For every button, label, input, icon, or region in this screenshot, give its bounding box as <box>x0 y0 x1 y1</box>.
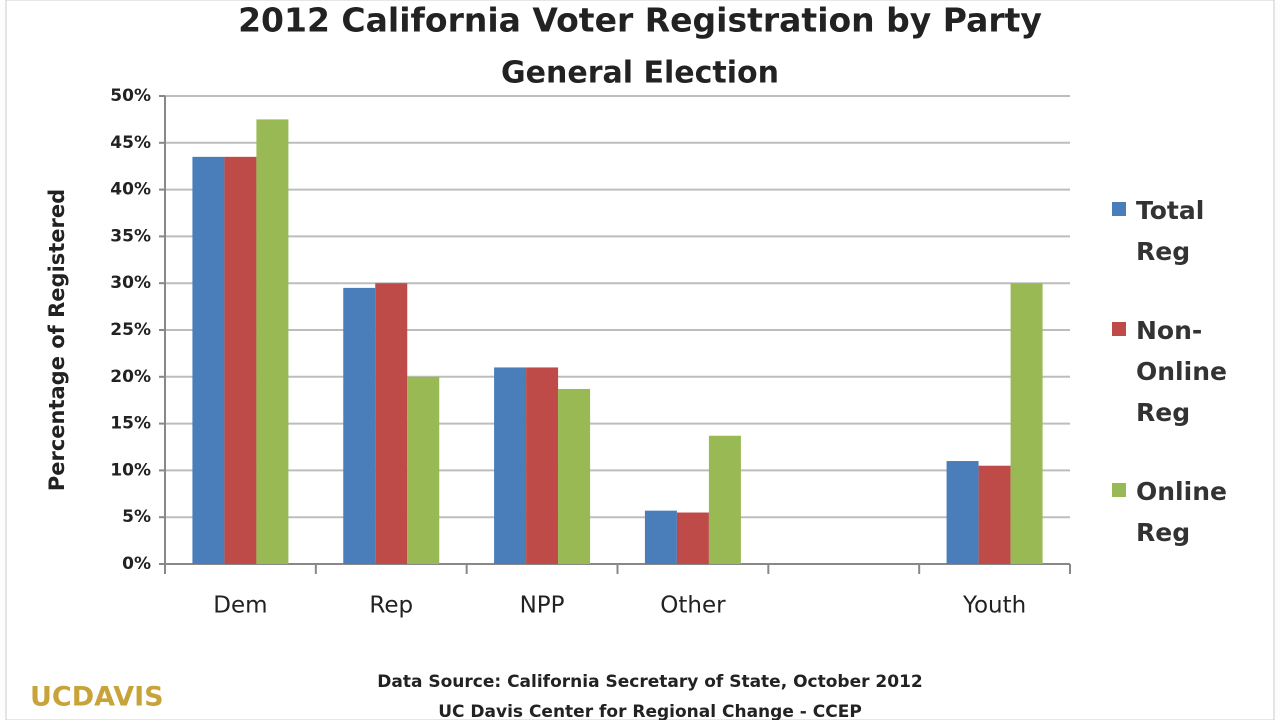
y-tick-label: 25% <box>110 320 151 340</box>
bar <box>558 388 591 564</box>
bar <box>375 283 408 564</box>
y-axis-label: Percentage of Registered <box>45 189 69 491</box>
y-tick-label: 15% <box>110 414 151 434</box>
logo: UCDAVIS <box>30 682 164 713</box>
bar <box>192 156 225 564</box>
bar <box>1010 283 1043 564</box>
bar <box>256 119 289 565</box>
bar <box>343 287 376 564</box>
legend-item: Total Reg <box>1112 190 1262 272</box>
legend-item: Online Reg <box>1112 471 1262 553</box>
legend-label: Online Reg <box>1136 477 1227 547</box>
y-tick-label: 30% <box>110 273 151 293</box>
y-tick-label: 20% <box>110 367 151 387</box>
legend-label: Non-Online Reg <box>1136 316 1227 427</box>
bar <box>644 510 677 564</box>
bar <box>978 465 1011 564</box>
x-tick-label: NPP <box>520 593 565 619</box>
chart-title: 2012 California Voter Registration by Pa… <box>238 1 1042 40</box>
legend-label: Total Reg <box>1136 196 1205 266</box>
bar <box>946 461 979 564</box>
bar <box>224 156 257 564</box>
y-tick-label: 50% <box>110 86 151 106</box>
x-tick-label: Youth <box>962 593 1026 619</box>
bar <box>494 367 527 564</box>
bar <box>526 367 559 564</box>
credit-note: UC Davis Center for Regional Change - CC… <box>438 702 862 720</box>
bar <box>407 376 440 564</box>
x-tick-label: Rep <box>369 593 413 619</box>
source-note: Data Source: California Secretary of Sta… <box>377 672 922 692</box>
y-tick-label: 40% <box>110 180 151 200</box>
y-tick-label: 45% <box>110 133 151 153</box>
x-tick-label: Dem <box>213 593 267 619</box>
y-tick-label: 35% <box>110 226 151 246</box>
legend-swatch <box>1112 483 1126 497</box>
bar <box>708 435 741 564</box>
y-tick-label: 10% <box>110 460 151 480</box>
legend: Total Reg Non-Online Reg Online Reg <box>1112 190 1262 591</box>
x-tick-label: Other <box>660 593 726 619</box>
legend-swatch <box>1112 322 1126 336</box>
bar <box>676 512 709 564</box>
y-tick-label: 5% <box>122 507 151 527</box>
legend-swatch <box>1112 202 1126 216</box>
y-tick-label: 0% <box>122 554 151 574</box>
legend-item: Non-Online Reg <box>1112 310 1262 433</box>
chart-subtitle: General Election <box>501 56 779 91</box>
